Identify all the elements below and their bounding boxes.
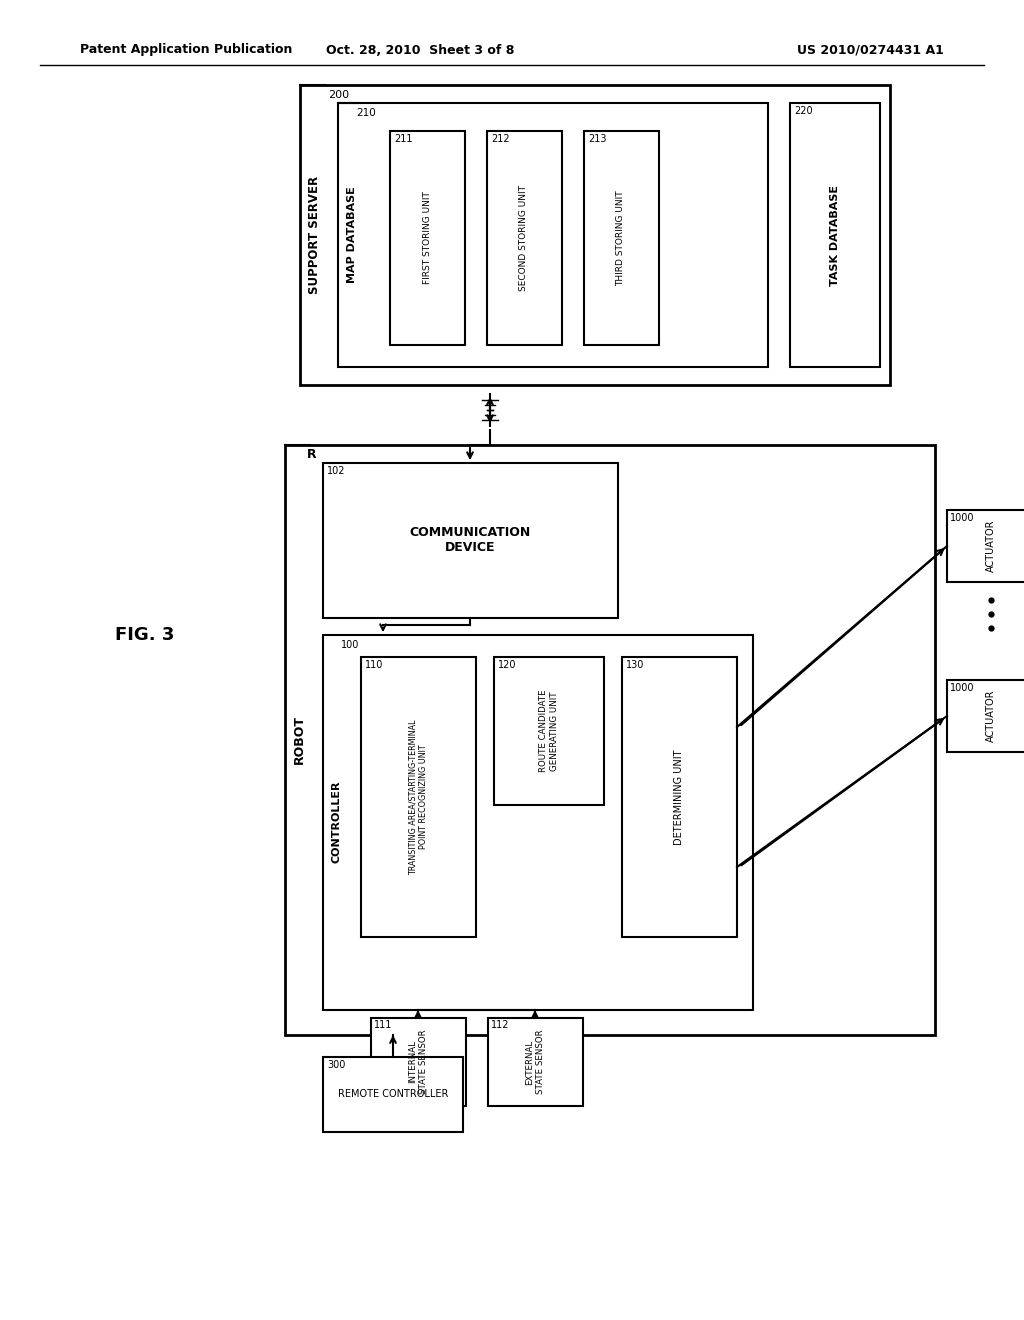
Text: 1000: 1000 <box>950 682 975 693</box>
Bar <box>323 635 753 1010</box>
Text: DETERMINING UNIT: DETERMINING UNIT <box>674 750 684 845</box>
Text: US 2010/0274431 A1: US 2010/0274431 A1 <box>797 44 943 57</box>
Text: 120: 120 <box>498 660 516 671</box>
Text: 111: 111 <box>374 1020 392 1030</box>
Text: 213: 213 <box>588 135 606 144</box>
Bar <box>371 1018 466 1106</box>
Text: ROBOT: ROBOT <box>293 715 305 764</box>
Text: REMOTE CONTROLLER: REMOTE CONTROLLER <box>338 1089 449 1100</box>
Text: CONTROLLER: CONTROLLER <box>332 780 342 863</box>
Text: THIRD STORING UNIT: THIRD STORING UNIT <box>616 190 626 286</box>
Bar <box>947 510 1024 582</box>
Text: FIG. 3: FIG. 3 <box>116 626 175 644</box>
Text: 1000: 1000 <box>950 513 975 523</box>
Text: TRANSITING AREA/STARTING-TERMINAL
POINT RECOGNIZING UNIT: TRANSITING AREA/STARTING-TERMINAL POINT … <box>409 719 428 875</box>
Text: ACTUATOR: ACTUATOR <box>986 690 996 742</box>
Text: Oct. 28, 2010  Sheet 3 of 8: Oct. 28, 2010 Sheet 3 of 8 <box>326 44 514 57</box>
Bar <box>323 1057 463 1133</box>
Text: SECOND STORING UNIT: SECOND STORING UNIT <box>519 185 528 290</box>
Bar <box>622 657 737 937</box>
Text: 212: 212 <box>490 135 510 144</box>
Text: FIRST STORING UNIT: FIRST STORING UNIT <box>423 191 431 284</box>
Text: 130: 130 <box>626 660 644 671</box>
Bar <box>494 657 604 805</box>
Text: TASK DATABASE: TASK DATABASE <box>830 185 840 285</box>
Bar <box>338 103 768 367</box>
Text: 110: 110 <box>365 660 383 671</box>
Text: MAP DATABASE: MAP DATABASE <box>347 186 357 284</box>
Bar <box>947 680 1024 752</box>
Bar <box>323 463 618 618</box>
Bar <box>390 131 465 345</box>
Bar <box>584 131 659 345</box>
Text: R: R <box>307 449 316 462</box>
Text: COMMUNICATION
DEVICE: COMMUNICATION DEVICE <box>410 525 530 554</box>
Text: EXTERNAL
STATE SENSOR: EXTERNAL STATE SENSOR <box>525 1030 545 1094</box>
Bar <box>790 103 880 367</box>
Text: ACTUATOR: ACTUATOR <box>986 520 996 573</box>
Text: Patent Application Publication: Patent Application Publication <box>80 44 293 57</box>
Bar <box>300 84 890 385</box>
Text: 102: 102 <box>327 466 345 477</box>
Text: 220: 220 <box>794 106 813 116</box>
Bar <box>487 131 562 345</box>
Text: 112: 112 <box>490 1020 510 1030</box>
Text: 211: 211 <box>394 135 413 144</box>
Bar <box>361 657 476 937</box>
Text: 300: 300 <box>327 1060 345 1071</box>
Bar <box>488 1018 583 1106</box>
Text: 200: 200 <box>328 90 349 100</box>
Text: ROUTE CANDIDATE
GENERATING UNIT: ROUTE CANDIDATE GENERATING UNIT <box>540 689 559 772</box>
Text: SUPPORT SERVER: SUPPORT SERVER <box>307 176 321 294</box>
Text: INTERNAL
STATE SENSOR: INTERNAL STATE SENSOR <box>409 1030 428 1094</box>
Bar <box>285 445 935 1035</box>
Text: 100: 100 <box>341 640 359 649</box>
Text: 210: 210 <box>356 108 376 117</box>
